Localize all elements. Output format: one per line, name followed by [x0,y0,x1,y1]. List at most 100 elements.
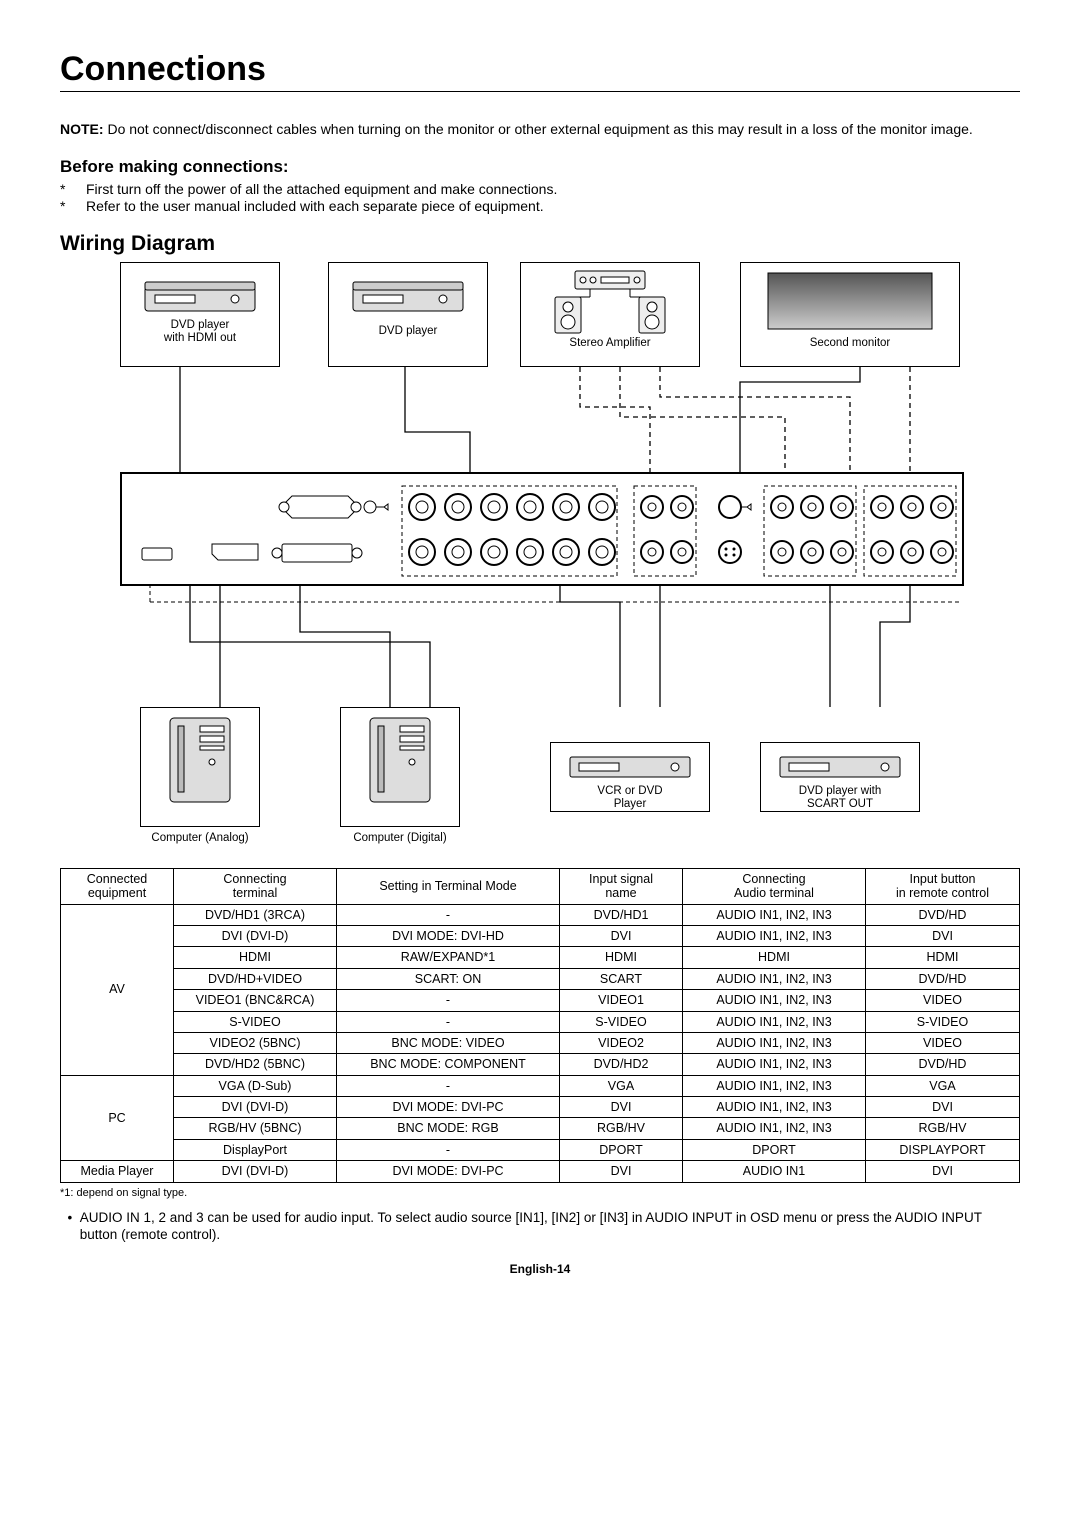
dvd-icon [775,747,905,783]
device-dvd-scart: DVD player with SCART OUT [760,742,920,812]
bullet-star: * [60,181,86,197]
final-bullet-text: AUDIO IN 1, 2 and 3 can be used for audi… [80,1209,1020,1244]
td: - [337,1075,560,1096]
td: BNC MODE: COMPONENT [337,1054,560,1075]
table-row: RGB/HV (5BNC)BNC MODE: RGBRGB/HVAUDIO IN… [61,1118,1020,1139]
note-block: NOTE: Do not connect/disconnect cables w… [60,120,1020,139]
td: HDMI [683,947,866,968]
td: - [337,1139,560,1160]
panel-ports [122,474,962,584]
bullet-dot: • [60,1209,80,1244]
th: Input signal name [560,868,683,904]
vcr-icon [565,747,695,783]
td: AUDIO IN1, IN2, IN3 [683,1054,866,1075]
td: RAW/EXPAND*1 [337,947,560,968]
td: VGA [560,1075,683,1096]
td: DVI [560,1097,683,1118]
device-stereo: Stereo Amplifier [520,262,700,367]
device-label: Computer (Digital) [340,832,460,844]
td: AUDIO IN1 [683,1161,866,1182]
td: DVI [560,1161,683,1182]
wiring-diagram: DVD player with HDMI out DVD player Ster… [60,262,1020,862]
monitor-icon [760,267,940,335]
td: DVI [866,1161,1020,1182]
device-dvd: DVD player [328,262,488,367]
td: VIDEO [866,1032,1020,1053]
device-dvd-hdmi: DVD player with HDMI out [120,262,280,367]
td: - [337,904,560,925]
td: DVD/HD [866,1054,1020,1075]
td: S-VIDEO [174,1011,337,1032]
td: AUDIO IN1, IN2, IN3 [683,1011,866,1032]
td: VIDEO2 [560,1032,683,1053]
td: DPORT [683,1139,866,1160]
td: DVI MODE: DVI-PC [337,1097,560,1118]
before-heading: Before making connections: [60,157,1020,177]
bullet-text: First turn off the power of all the atta… [86,181,557,197]
before-bullets: *First turn off the power of all the att… [60,181,1020,214]
td: AUDIO IN1, IN2, IN3 [683,1118,866,1139]
table-row: Media PlayerDVI (DVI-D)DVI MODE: DVI-PCD… [61,1161,1020,1182]
td: AUDIO IN1, IN2, IN3 [683,990,866,1011]
dvd-icon [348,267,468,317]
stereo-icon [535,267,685,335]
th: Input button in remote control [866,868,1020,904]
td: VIDEO1 (BNC&RCA) [174,990,337,1011]
td: DVD/HD2 (5BNC) [174,1054,337,1075]
td: DVI [560,926,683,947]
td: HDMI [560,947,683,968]
bullet-star: * [60,198,86,214]
td: - [337,1011,560,1032]
td: VIDEO1 [560,990,683,1011]
device-label: VCR or DVD Player [551,785,709,811]
td: DVI [866,926,1020,947]
td: AUDIO IN1, IN2, IN3 [683,968,866,989]
td: VIDEO [866,990,1020,1011]
th: Connecting terminal [174,868,337,904]
td: S-VIDEO [560,1011,683,1032]
td: DVD/HD [866,968,1020,989]
th: Setting in Terminal Mode [337,868,560,904]
td: DVI (DVI-D) [174,926,337,947]
td-equipment: PC [61,1075,174,1161]
pc-tower-icon [160,712,240,808]
td: DVD/HD2 [560,1054,683,1075]
th: Connecting Audio terminal [683,868,866,904]
td: AUDIO IN1, IN2, IN3 [683,1075,866,1096]
td: DVI MODE: DVI-HD [337,926,560,947]
wiring-heading: Wiring Diagram [60,232,1020,256]
table-row: DisplayPort-DPORTDPORTDISPLAYPORT [61,1139,1020,1160]
td: DVI MODE: DVI-PC [337,1161,560,1182]
table-row: DVD/HD2 (5BNC)BNC MODE: COMPONENTDVD/HD2… [61,1054,1020,1075]
td-equipment: AV [61,904,174,1075]
device-second-monitor: Second monitor [740,262,960,367]
table-row: DVD/HD+VIDEOSCART: ONSCARTAUDIO IN1, IN2… [61,968,1020,989]
td: HDMI [174,947,337,968]
td: RGB/HV [560,1118,683,1139]
td: AUDIO IN1, IN2, IN3 [683,904,866,925]
table-row: PCVGA (D-Sub)-VGAAUDIO IN1, IN2, IN3VGA [61,1075,1020,1096]
td: VGA (D-Sub) [174,1075,337,1096]
td: DVD/HD1 [560,904,683,925]
device-label: DVD player [329,325,487,338]
table-row: HDMIRAW/EXPAND*1HDMIHDMIHDMI [61,947,1020,968]
table-row: AVDVD/HD1 (3RCA)-DVD/HD1AUDIO IN1, IN2, … [61,904,1020,925]
final-bullet: • AUDIO IN 1, 2 and 3 can be used for au… [60,1209,1020,1244]
device-vcr-dvd: VCR or DVD Player [550,742,710,812]
device-computer-analog [140,707,260,827]
td-equipment: Media Player [61,1161,174,1182]
td: S-VIDEO [866,1011,1020,1032]
device-computer-digital [340,707,460,827]
td: VGA [866,1075,1020,1096]
td: DPORT [560,1139,683,1160]
td: DisplayPort [174,1139,337,1160]
td: DVI [866,1097,1020,1118]
td: AUDIO IN1, IN2, IN3 [683,1097,866,1118]
td: DVI (DVI-D) [174,1161,337,1182]
rear-panel [120,472,964,586]
table-row: S-VIDEO-S-VIDEOAUDIO IN1, IN2, IN3S-VIDE… [61,1011,1020,1032]
td: SCART: ON [337,968,560,989]
td: DISPLAYPORT [866,1139,1020,1160]
device-label: Computer (Analog) [140,832,260,844]
device-label: DVD player with SCART OUT [761,785,919,811]
